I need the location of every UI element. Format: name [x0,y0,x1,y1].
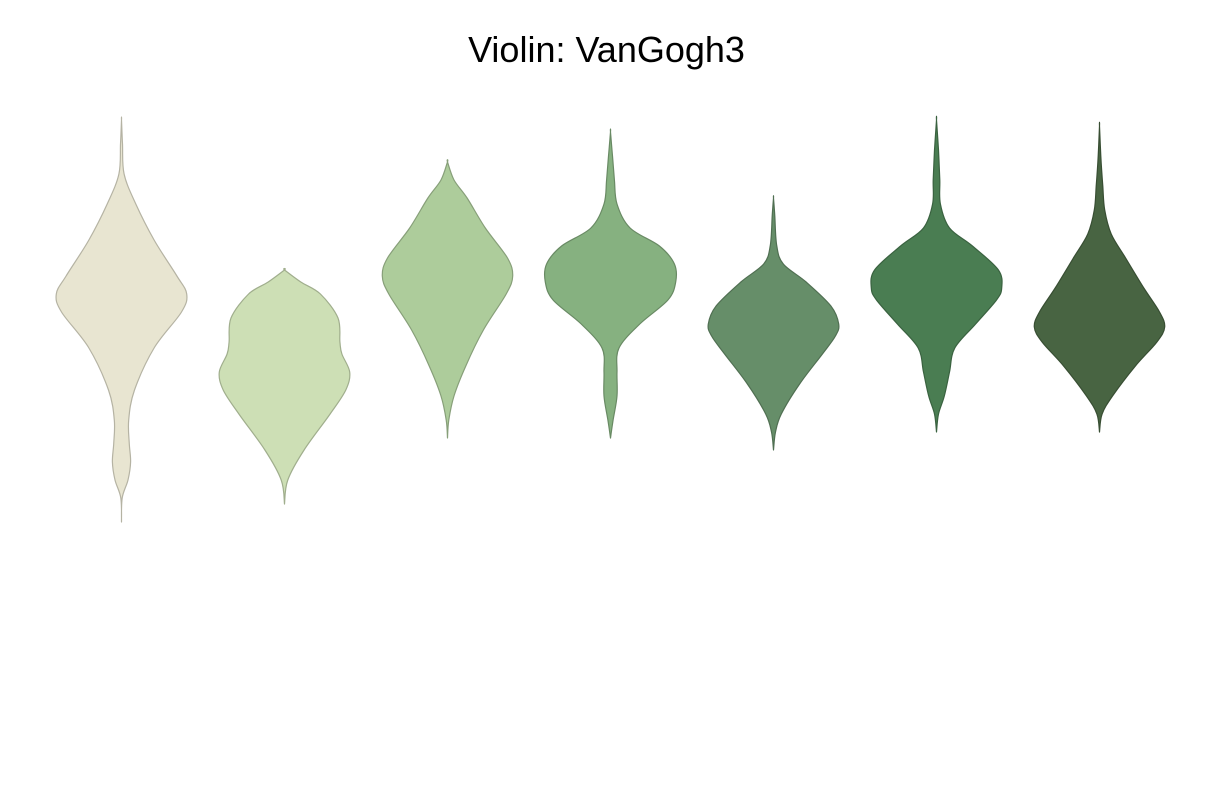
violin-1 [55,116,188,523]
violin-5 [707,195,840,451]
violin-4 [543,128,678,439]
chart-title: Violin: VanGogh3 [468,29,745,70]
violin-6 [870,115,1003,433]
violin-7 [1033,121,1166,433]
violin-3 [381,159,514,439]
violin-2 [218,267,351,505]
